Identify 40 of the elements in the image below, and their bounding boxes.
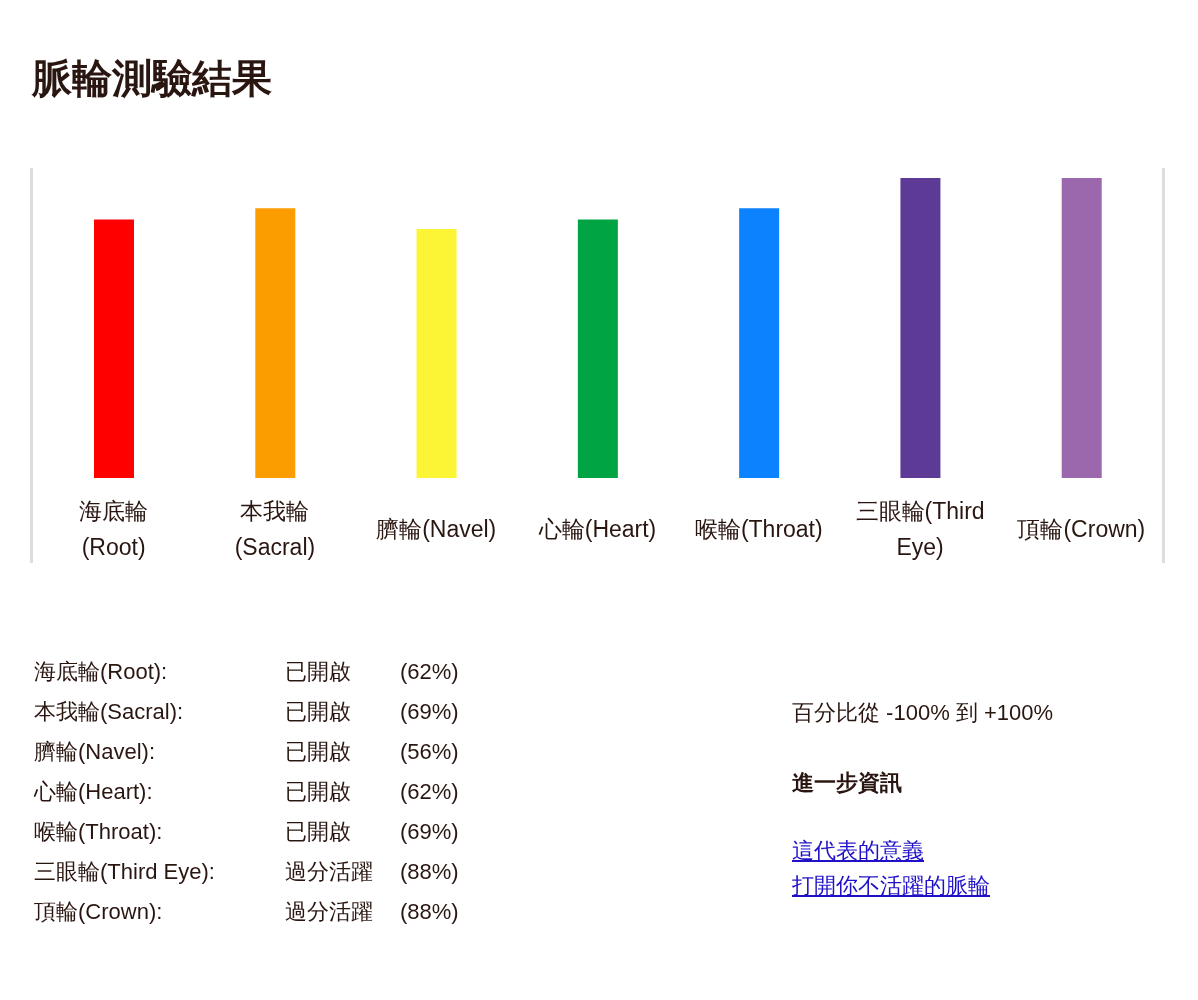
- text: 海底輪(Root):: [34, 658, 168, 686]
- bar: [577, 219, 618, 478]
- x-tick-label: 三眼輪(Third Eye): [854, 496, 986, 562]
- text: 本我輪(Sacral):: [34, 698, 184, 726]
- bar: [1061, 178, 1102, 478]
- text: 過分活躍: [285, 898, 373, 926]
- bar: [739, 208, 780, 478]
- text: 進一步資訊: [792, 769, 902, 797]
- text: 心輪(Heart):: [34, 778, 153, 806]
- text: 打開你不活躍的脈輪: [792, 872, 990, 900]
- text: 這代表的意義: [792, 837, 924, 865]
- text: (56%): [400, 738, 459, 766]
- x-tick-label: 海底輪(Root): [78, 496, 150, 562]
- text: 喉輪(Throat):: [34, 818, 163, 846]
- text: 三眼輪(Third Eye):: [34, 858, 215, 886]
- text: (88%): [400, 858, 459, 886]
- bar: [255, 208, 296, 478]
- x-tick-label: 心輪(Heart): [538, 514, 657, 544]
- text: (88%): [400, 898, 459, 926]
- chart-title: 脈輪測驗結果: [32, 55, 272, 102]
- text: 百分比從 -100% 到 +100%: [792, 699, 1054, 727]
- text: 臍輪(Navel):: [34, 738, 156, 766]
- text: 已開啟: [285, 698, 351, 726]
- x-tick-label: 本我輪(Sacral): [233, 496, 317, 562]
- text: 過分活躍: [285, 858, 373, 886]
- text: 已開啟: [285, 778, 351, 806]
- bar: [900, 178, 941, 478]
- text: (62%): [400, 778, 459, 806]
- text: (69%): [400, 698, 459, 726]
- text: (69%): [400, 818, 459, 846]
- x-tick-label: 喉輪(Throat): [694, 514, 823, 544]
- text: 已開啟: [285, 738, 351, 766]
- text: 已開啟: [285, 658, 351, 686]
- bar: [416, 229, 457, 478]
- text: 頂輪(Crown):: [34, 898, 163, 926]
- text: (62%): [400, 658, 459, 686]
- bar: [94, 219, 134, 478]
- x-tick-label: 臍輪(Navel): [376, 514, 497, 544]
- x-tick-label: 頂輪(Crown): [1017, 514, 1146, 544]
- text: 已開啟: [285, 818, 351, 846]
